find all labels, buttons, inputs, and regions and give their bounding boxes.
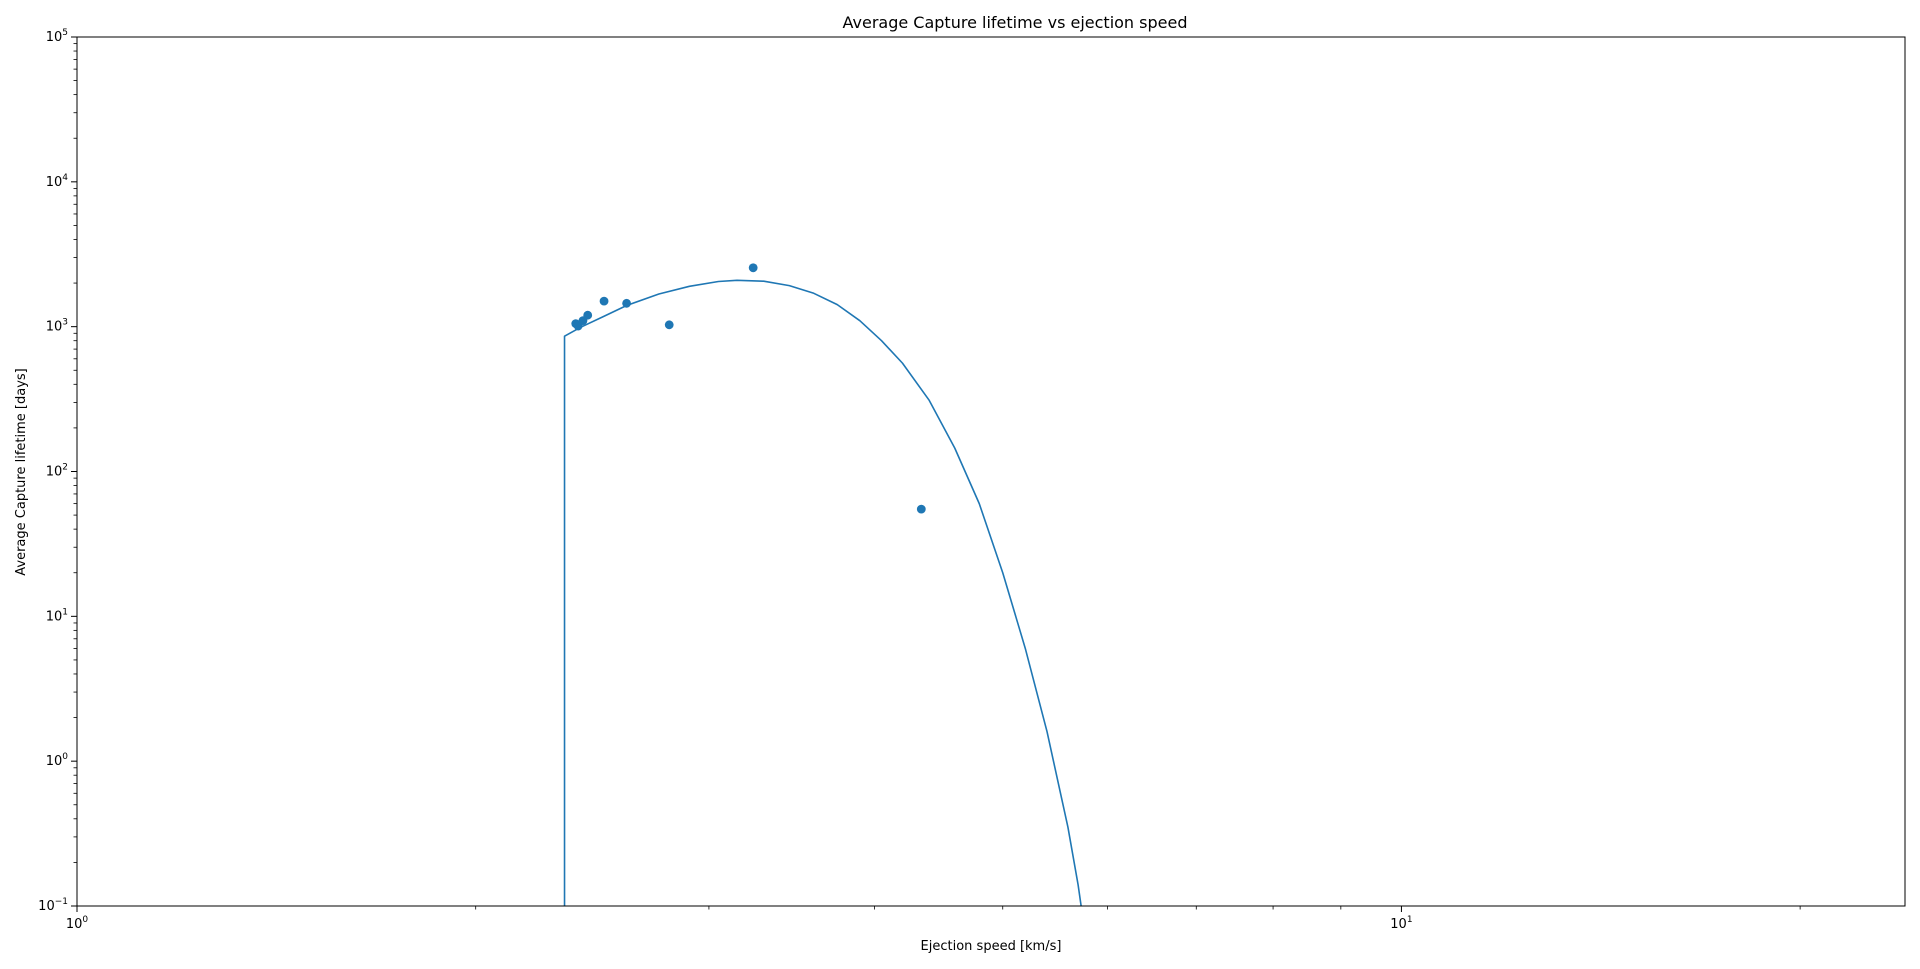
plot-data (563, 263, 1082, 907)
data-point (916, 504, 926, 514)
x-tick-label: 100 (66, 915, 89, 932)
plot-frame (76, 36, 1906, 907)
series-line (563, 279, 1082, 907)
y-tick-label: 101 (46, 607, 68, 624)
data-point (748, 263, 758, 273)
y-tick-label: 102 (46, 463, 68, 480)
major-ticks (71, 36, 1402, 912)
data-point (664, 320, 674, 330)
data-point (599, 296, 609, 306)
data-point (583, 310, 593, 320)
y-tick-label: 100 (46, 752, 69, 769)
x-tick-label: 101 (1390, 915, 1412, 932)
y-axis-label: Average Capture lifetime [days] (14, 368, 29, 575)
minor-ticks (73, 43, 1801, 910)
y-tick-label: 105 (46, 28, 68, 45)
y-tick-label: 104 (46, 173, 69, 190)
y-tick-label: 10−1 (38, 897, 68, 914)
data-point (622, 298, 632, 308)
x-axis-label: Ejection speed [km/s] (921, 939, 1062, 954)
chart-title: Average Capture lifetime vs ejection spe… (843, 13, 1188, 32)
y-tick-label: 103 (46, 318, 68, 335)
